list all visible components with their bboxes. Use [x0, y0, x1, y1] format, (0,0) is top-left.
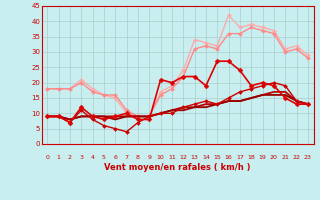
X-axis label: Vent moyen/en rafales ( km/h ): Vent moyen/en rafales ( km/h )	[104, 163, 251, 172]
